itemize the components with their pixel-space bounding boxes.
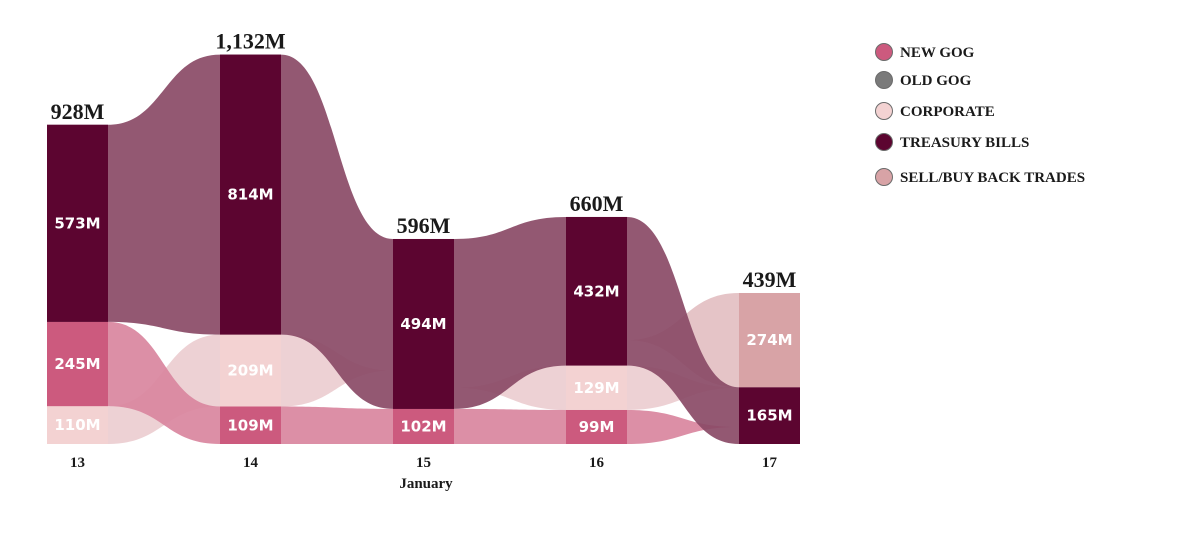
bar-segment-treasury-bills-16 [566, 216, 627, 366]
total-value-label: 439M [743, 267, 797, 292]
segment-value-label: 573M [54, 214, 100, 232]
total-value-label: 928M [51, 99, 105, 124]
bar-segment-treasury-bills-15 [393, 238, 454, 409]
legend-label: SELL/BUY BACK TRADES [900, 170, 1085, 186]
legend-item-old-gog[interactable]: OLD GOG [875, 71, 972, 90]
bar-segment-corporate-14 [220, 334, 281, 407]
bar-segment-treasury-bills-17 [739, 387, 800, 444]
x-tick-13: 13 [70, 455, 85, 471]
total-value-label: 660M [570, 191, 624, 216]
legend-swatch-icon [875, 102, 893, 120]
legend-swatch-icon [875, 133, 893, 151]
segment-value-label: 494M [400, 315, 446, 333]
x-tick-14: 14 [243, 455, 259, 471]
legend-swatch-icon [875, 43, 893, 61]
bar-segment-corporate-13 [47, 406, 108, 444]
legend-item-sell-buy-back[interactable]: SELL/BUY BACK TRADES [875, 168, 1086, 187]
total-labels: 928M 1,132M 596M 660M 439M [51, 29, 797, 292]
segment-labels: 110M 245M 573M 109M 209M 814M 102M 494M 99M 129M 4… [54, 186, 792, 436]
segment-value-label: 165M [746, 407, 792, 425]
bar-segment-treasury-bills-14 [220, 54, 281, 335]
bar-segment-new-gog-15 [393, 408, 454, 444]
segment-value-label: 814M [227, 186, 273, 204]
segment-value-label: 110M [54, 416, 100, 434]
segment-value-label: 99M [579, 418, 615, 436]
bar-segment-sell-buy-back-17 [739, 292, 800, 388]
x-axis-ticks: 13 14 15 16 17 [70, 455, 778, 471]
total-value-label: 1,132M [215, 29, 286, 54]
x-tick-16: 16 [589, 455, 605, 471]
x-tick-15: 15 [416, 455, 431, 471]
legend-swatch-icon [875, 168, 893, 186]
segment-value-label: 432M [573, 282, 619, 300]
bar-segment-new-gog-13 [47, 321, 108, 407]
legend-item-corporate[interactable]: CORPORATE [875, 102, 995, 121]
bar-segment-new-gog-16 [566, 409, 627, 444]
legend-label: CORPORATE [900, 104, 995, 120]
segment-value-label: 102M [400, 417, 446, 435]
segment-value-label: 129M [573, 379, 619, 397]
legend: NEW GOG OLD GOG CORPORATE TREASURY BILLS SEL… [875, 43, 1086, 187]
legend-item-new-gog[interactable]: NEW GOG [875, 43, 975, 62]
x-tick-17: 17 [762, 455, 778, 471]
legend-item-treasury-bills[interactable]: TREASURY BILLS [875, 133, 1030, 152]
legend-swatch-icon [875, 71, 893, 89]
legend-label: TREASURY BILLS [900, 135, 1029, 151]
legend-label: OLD GOG [900, 73, 972, 89]
bar-segment-corporate-16 [566, 365, 627, 410]
total-value-label: 596M [397, 213, 451, 238]
segment-value-label: 209M [227, 362, 273, 380]
bar-segment-treasury-bills-13 [47, 124, 108, 322]
legend-label: NEW GOG [900, 45, 975, 61]
x-axis-label: January [399, 476, 453, 492]
segment-value-label: 245M [54, 355, 100, 373]
segment-value-label: 109M [227, 416, 273, 434]
segment-value-label: 274M [746, 331, 792, 349]
bar-columns [47, 54, 800, 444]
bar-segment-new-gog-14 [220, 406, 281, 444]
